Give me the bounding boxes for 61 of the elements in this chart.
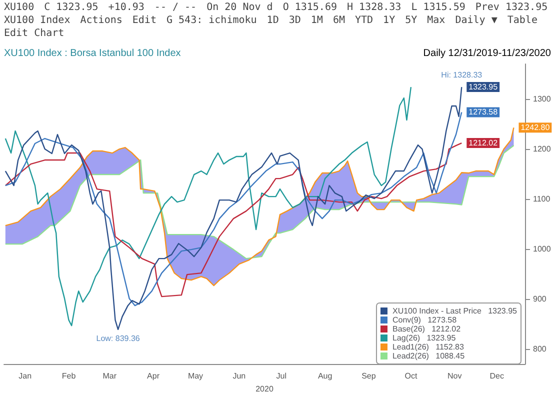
x-tick-label: May bbox=[188, 372, 204, 381]
text: G 543: ichimoku bbox=[166, 15, 257, 26]
line-series bbox=[4, 144, 514, 260]
x-tick-label: Jul bbox=[276, 372, 287, 381]
text: Edit Chart bbox=[4, 28, 64, 39]
text: Table bbox=[507, 15, 538, 26]
text: 5Y bbox=[405, 15, 418, 26]
text: Prev 1323.95 bbox=[475, 2, 548, 13]
line-series bbox=[4, 127, 514, 286]
text: Daily ▼ bbox=[455, 15, 498, 26]
legend-label: Lead2(26) 1088.45 bbox=[392, 352, 466, 360]
legend-label: Conv(9) 1273.58 bbox=[392, 316, 458, 324]
text: 1D bbox=[266, 15, 279, 26]
text: XU100 Index bbox=[4, 15, 70, 26]
x-tick-label: Mar bbox=[102, 372, 117, 381]
x-tick-label: Nov bbox=[447, 372, 462, 381]
text: C 1323.95 bbox=[44, 2, 98, 13]
legend-label: Lag(26) 1323.95 bbox=[392, 334, 456, 342]
x-tick-label: Apr bbox=[147, 372, 160, 381]
text: XU100 bbox=[4, 2, 34, 13]
data-label: 1323.95 bbox=[468, 82, 498, 92]
text: Max bbox=[427, 15, 446, 26]
y-tick-label: 1000 bbox=[533, 244, 552, 254]
x-tick-label: Jun bbox=[232, 372, 246, 381]
data-label: 1273.58 bbox=[468, 108, 498, 117]
text: Actions bbox=[80, 15, 122, 26]
text: +10.93 bbox=[108, 2, 144, 13]
legend-label: Lead1(26) 1152.83 bbox=[392, 342, 464, 352]
x-tick-label: Feb bbox=[62, 372, 76, 381]
data-label: Low: 839.36 bbox=[96, 334, 140, 343]
x-tick-label: Aug bbox=[318, 372, 332, 381]
text: Edit bbox=[132, 15, 156, 26]
text: 3D bbox=[288, 15, 301, 26]
x-tick-label: Jan bbox=[18, 372, 32, 381]
chart-title: XU100 Index : Borsa Istanbul 100 Index bbox=[4, 48, 181, 60]
y-tick-label: 900 bbox=[533, 294, 547, 304]
text: H 1328.33 bbox=[347, 2, 402, 13]
chart-subtitle: Daily 12/31/2019-11/23/2020 bbox=[423, 48, 551, 60]
line-series bbox=[4, 142, 462, 298]
text: 1M bbox=[310, 15, 323, 26]
text: O 1315.69 bbox=[282, 2, 337, 13]
text: L 1315.59 bbox=[411, 2, 466, 13]
y-tick-label: 800 bbox=[533, 344, 547, 354]
line-series bbox=[4, 112, 462, 306]
text: 6M bbox=[332, 15, 345, 26]
legend-label: Base(26) 1212.02 bbox=[392, 324, 462, 334]
x-tick-label: Sep bbox=[362, 372, 376, 381]
x-axis-title: 2020 bbox=[256, 384, 274, 394]
data-label: 1242.80 bbox=[520, 123, 550, 132]
annotation: Hi: 1328.33 bbox=[441, 70, 483, 80]
text: -- / -- bbox=[154, 2, 197, 13]
y-tick-label: 1100 bbox=[533, 194, 551, 204]
x-tick-label: Dec bbox=[490, 372, 504, 381]
y-tick-label: 1200 bbox=[533, 144, 552, 154]
text: 1Y bbox=[383, 15, 396, 26]
legend-label: XU100 Index - Last Price 1323.95 bbox=[392, 306, 518, 316]
x-tick-label: Oct bbox=[404, 372, 418, 381]
text: On 20 Nov d bbox=[206, 2, 273, 13]
data-label: 1212.02 bbox=[468, 138, 498, 148]
y-tick-label: 1300 bbox=[533, 94, 552, 104]
text: YTD bbox=[354, 15, 374, 26]
